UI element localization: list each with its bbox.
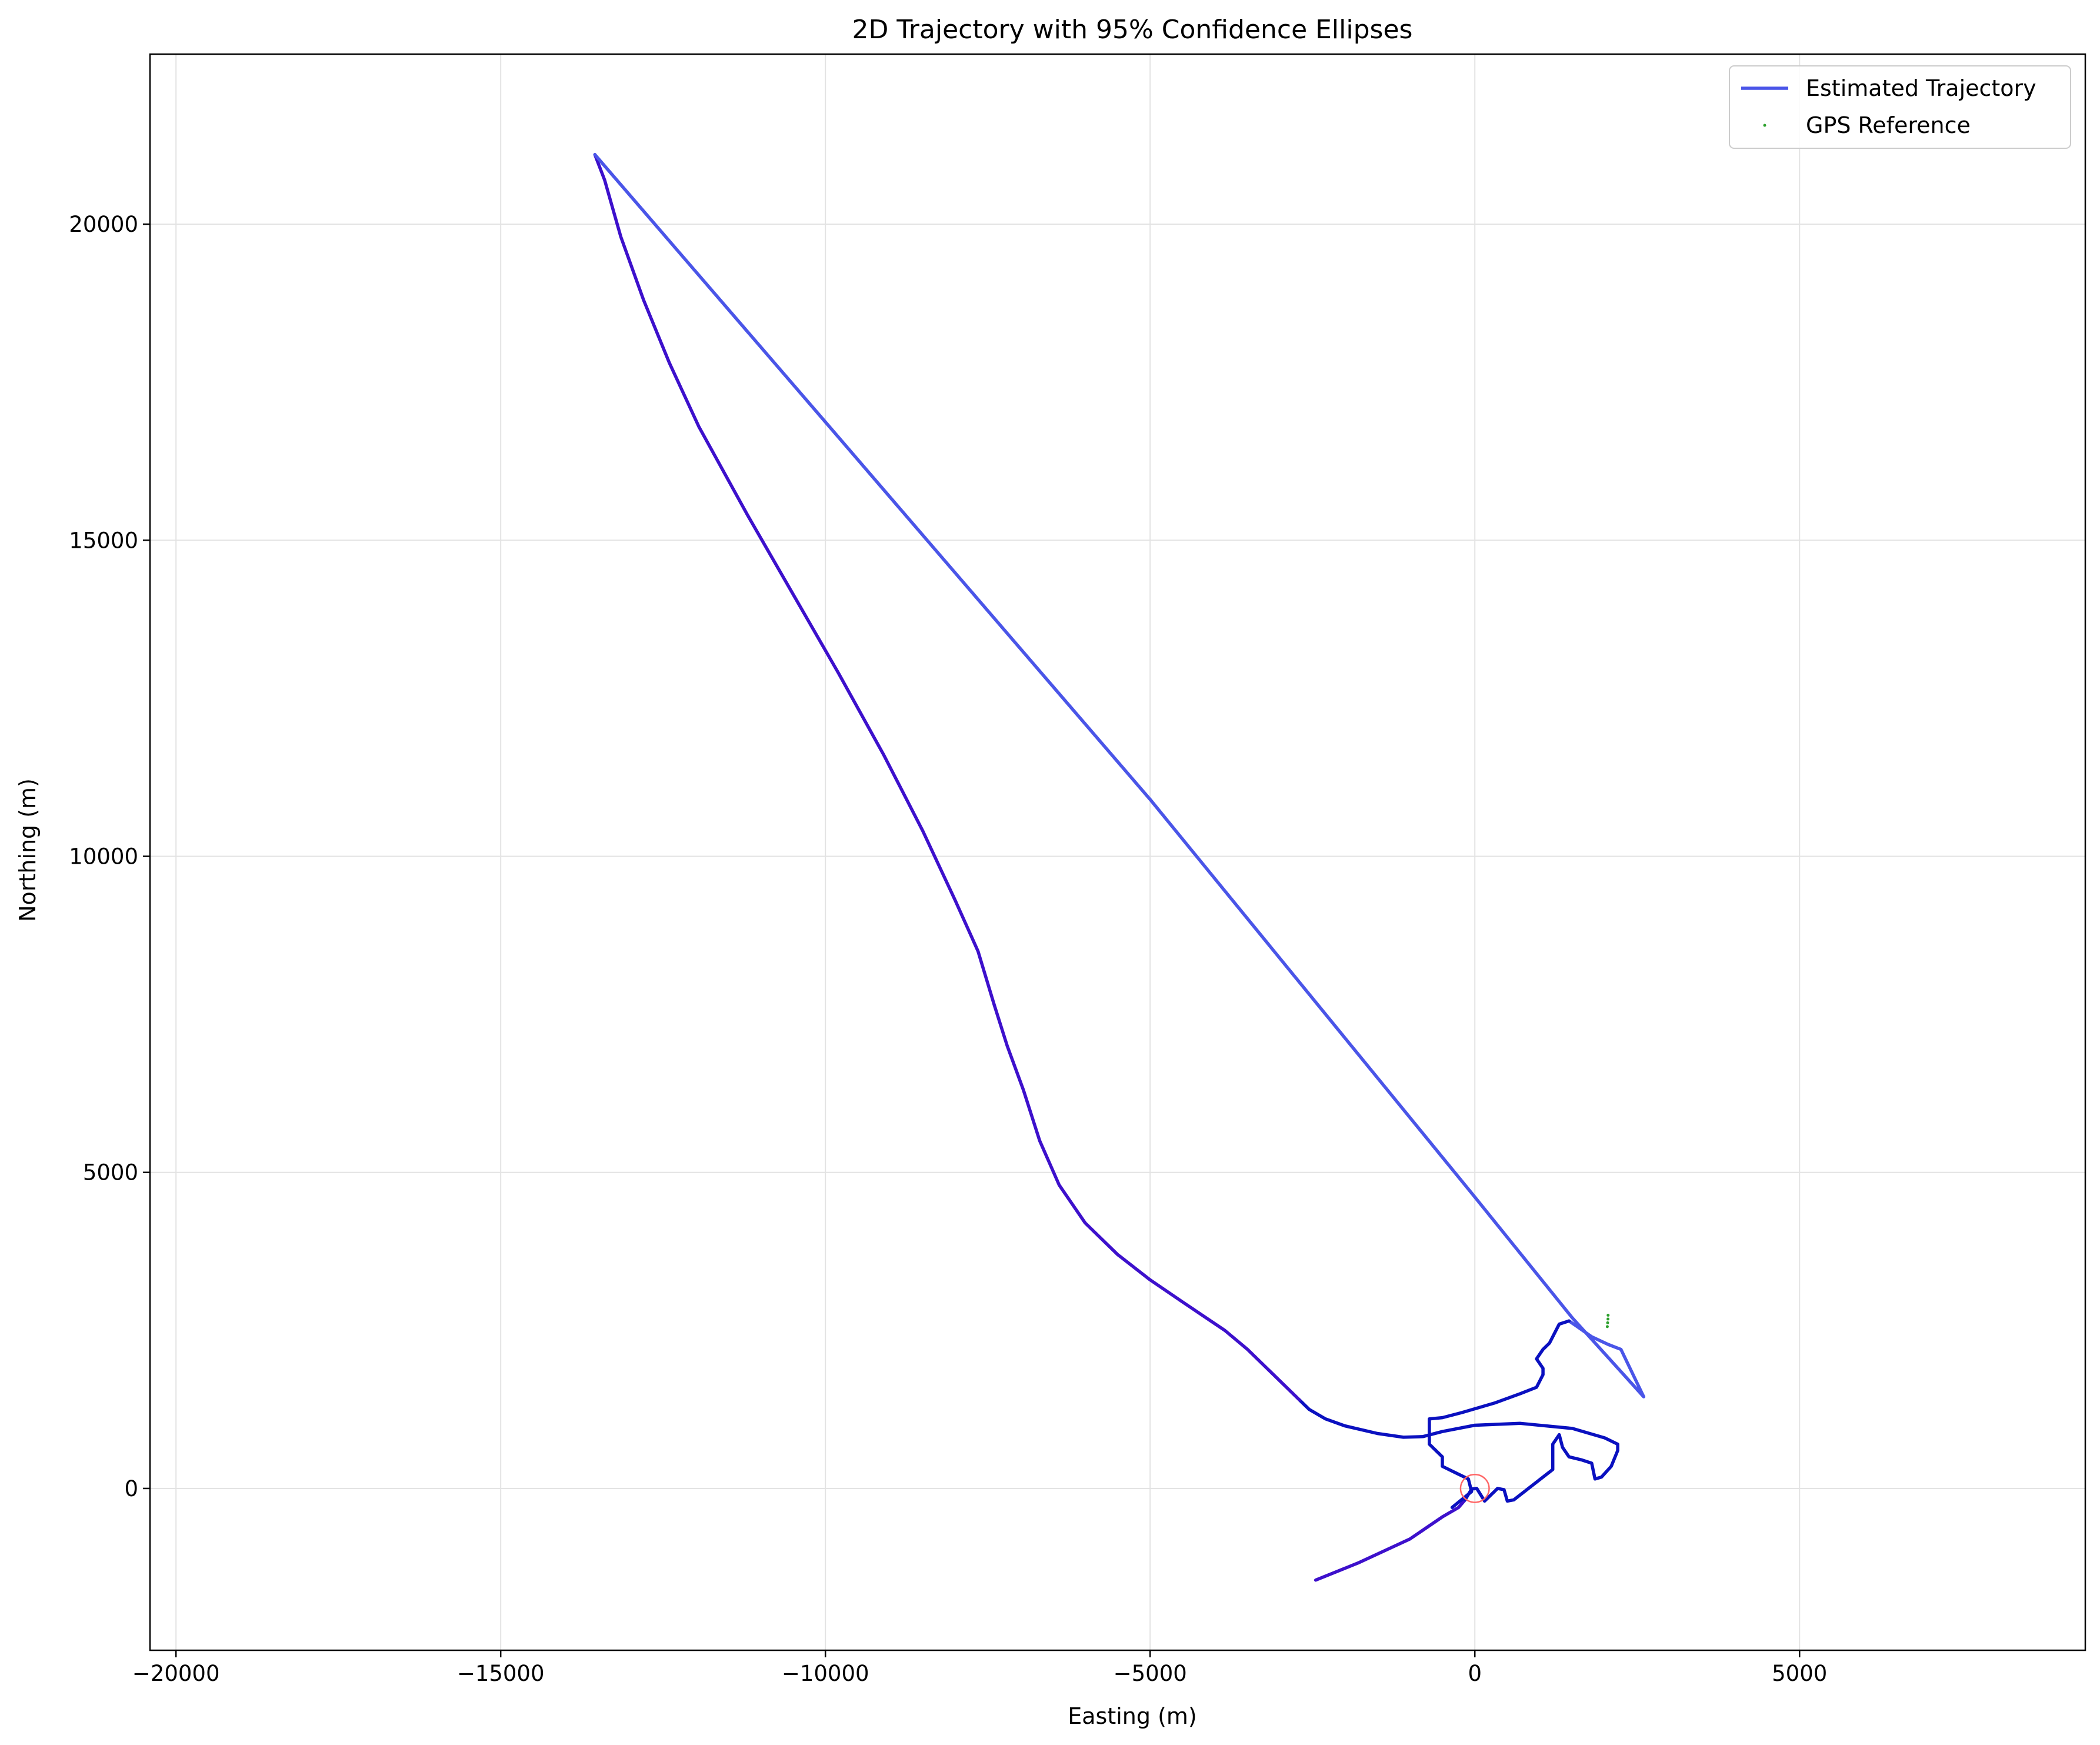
legend-label: GPS Reference xyxy=(1806,112,1971,138)
x-tick-label: −5000 xyxy=(1114,1661,1187,1686)
confidence-ellipse xyxy=(1459,1474,1490,1503)
x-tick-label: 0 xyxy=(1468,1661,1482,1686)
trajectory-line xyxy=(1314,1498,1467,1582)
y-tick-label: 15000 xyxy=(69,528,138,553)
x-axis: −20000 −15000 −10000 −5000 0 5000 xyxy=(132,1650,1827,1686)
y-tick-label: 20000 xyxy=(69,212,138,237)
plot-data xyxy=(593,153,1646,1582)
x-tick-label: −15000 xyxy=(457,1661,545,1686)
gps-reference-point xyxy=(1606,1321,1609,1324)
gps-reference-point xyxy=(1605,1325,1609,1328)
trajectory-line xyxy=(1298,1398,1619,1503)
y-tick-label: 10000 xyxy=(69,844,138,869)
x-axis-label: Easting (m) xyxy=(1068,1703,1197,1729)
grid-lines xyxy=(150,54,2085,1650)
y-axis-label: Northing (m) xyxy=(15,778,41,922)
trajectory-line xyxy=(593,153,1646,1398)
legend-label: Estimated Trajectory xyxy=(1806,75,2036,101)
gps-reference-point xyxy=(1606,1317,1610,1321)
plot-frame xyxy=(149,53,2086,1651)
gps-reference-point xyxy=(1606,1314,1610,1317)
legend-gps-swatch xyxy=(1763,124,1766,127)
y-tick-label: 5000 xyxy=(83,1160,138,1185)
legend-box xyxy=(1729,65,2071,149)
y-tick-label: 0 xyxy=(124,1476,138,1501)
legend: Estimated Trajectory GPS Reference xyxy=(1729,65,2071,149)
x-tick-label: 5000 xyxy=(1772,1661,1827,1686)
x-tick-label: −20000 xyxy=(132,1661,220,1686)
chart-title: 2D Trajectory with 95% Confidence Ellips… xyxy=(852,15,1413,45)
trajectory-line xyxy=(593,153,1301,1402)
trajectory-line xyxy=(1428,1319,1571,1509)
x-tick-label: −10000 xyxy=(782,1661,869,1686)
y-axis: 0 5000 10000 15000 20000 xyxy=(69,212,150,1501)
